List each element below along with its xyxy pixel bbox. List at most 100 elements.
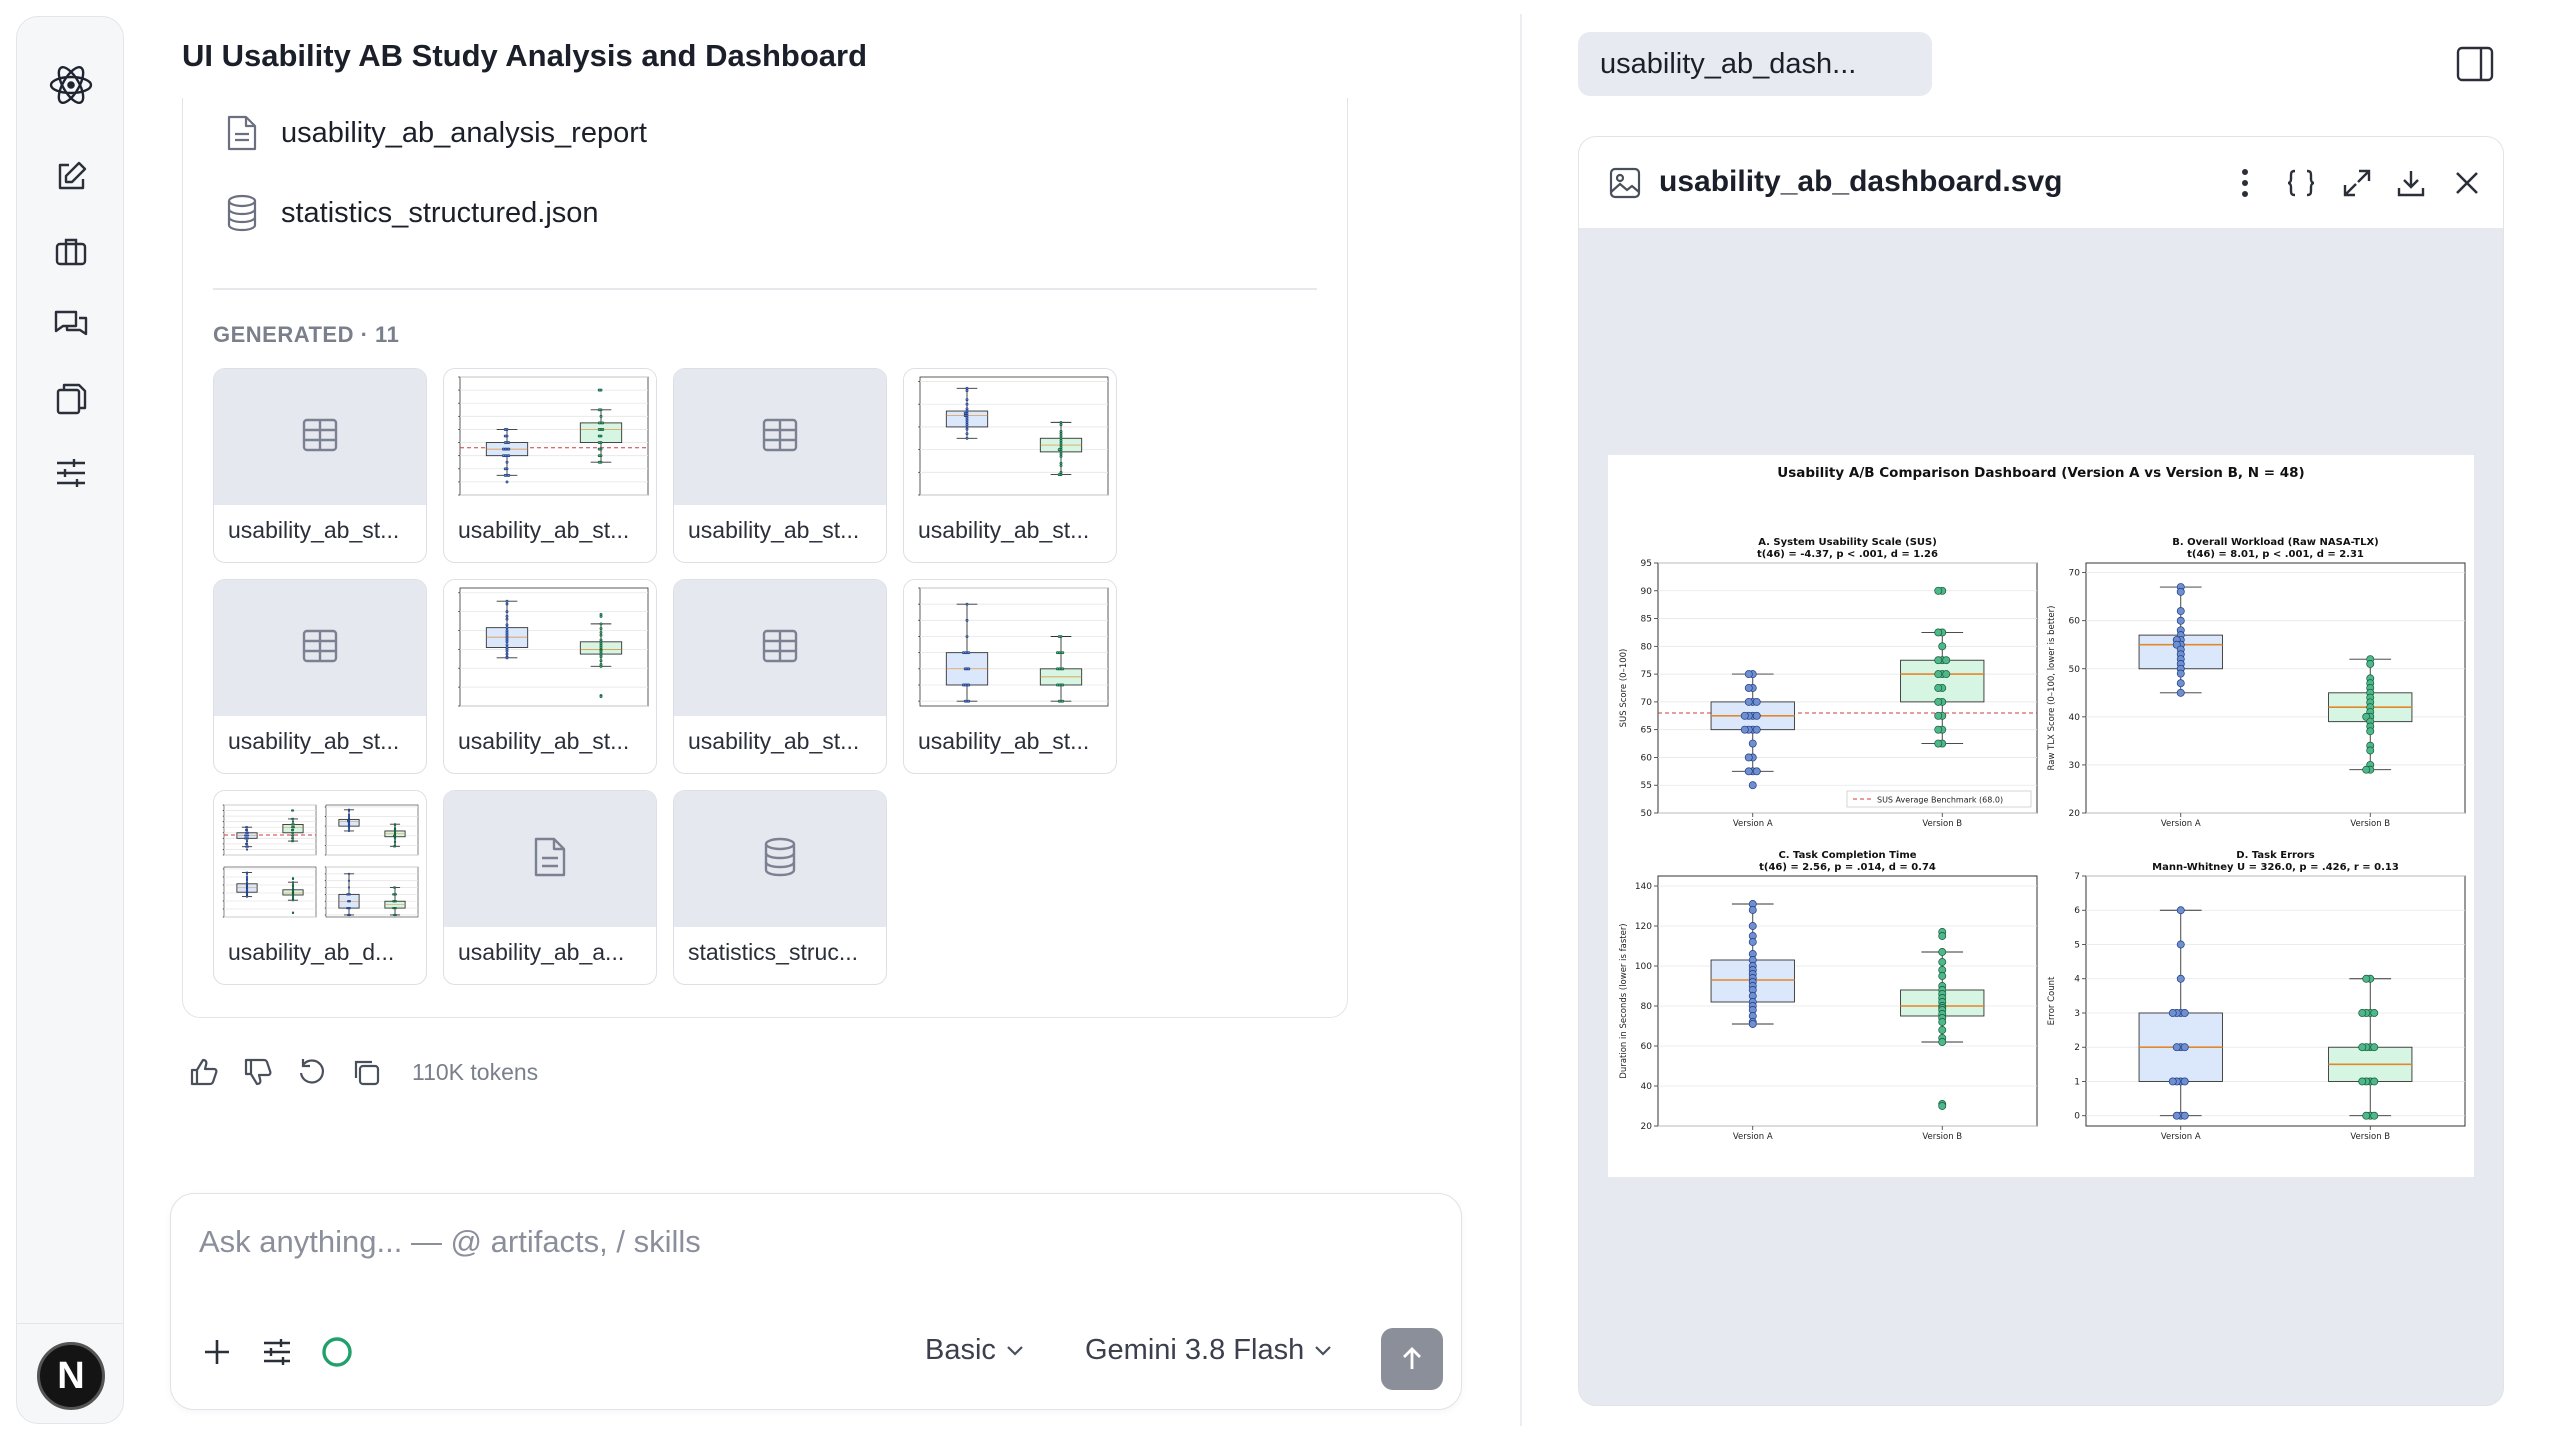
more-vertical-icon[interactable] [2225,163,2265,203]
document-icon [532,836,568,883]
retry-icon[interactable] [296,1056,328,1088]
generated-tile[interactable]: usability_ab_st... [903,368,1117,563]
x-tick-label: Version A [2161,1132,2201,1142]
dashboard-image: Usability A/B Comparison Dashboard (Vers… [1608,455,2474,1177]
legend-label: SUS Average Benchmark (68.0) [1877,796,2003,805]
thumbs-up-icon[interactable] [188,1056,220,1088]
data-point [965,423,969,427]
data-point [393,841,397,844]
chats-icon[interactable] [47,301,95,349]
data-point [290,837,294,840]
data-point [346,906,349,910]
subplot-title: D. Task Errors [2236,850,2314,861]
file-row-report[interactable]: usability_ab_analysis_report [225,114,647,152]
download-icon[interactable] [2391,163,2431,203]
data-point [505,617,509,621]
data-point [1752,767,1761,776]
data-point [2176,669,2185,678]
data-point [1748,1020,1757,1028]
artifact-tab[interactable]: usability_ab_dash... [1578,32,1932,96]
expand-icon[interactable] [2337,163,2377,203]
data-point [1934,586,1943,595]
generated-tile[interactable]: usability_ab_st... [673,579,887,774]
data-point [1059,441,1063,445]
generated-tile[interactable]: usability_ab_d... [213,790,427,985]
y-axis-label: SUS Score (0–100) [1619,649,1629,728]
box [282,823,304,834]
plot-thumbnail [458,587,649,707]
data-point [1059,454,1063,458]
data-point [505,643,509,647]
generated-tile[interactable]: usability_ab_st... [213,579,427,774]
data-point [597,454,601,458]
data-point [393,824,397,827]
y-tick-label: 20 [1641,1122,1653,1132]
x-tick-label: Version A [1733,819,1773,829]
close-icon[interactable] [2447,163,2487,203]
generated-tile[interactable]: usability_ab_st... [673,368,887,563]
avatar[interactable]: N [37,1342,105,1410]
thumbs-down-icon[interactable] [242,1056,274,1088]
message-input[interactable]: Ask anything... — @ artifacts, / skills [199,1224,701,1259]
tile-thumbnail [674,369,886,505]
add-icon[interactable] [195,1330,239,1374]
briefcase-icon[interactable] [47,227,95,275]
generated-tile[interactable]: usability_ab_st... [443,368,657,563]
data-point [2180,1009,2189,1017]
y-tick-label: 5 [2074,940,2080,950]
data-point [505,480,509,484]
data-point [291,881,295,884]
tile-caption: usability_ab_st... [228,728,400,754]
data-point [505,649,509,653]
data-point [394,906,398,910]
data-point [1942,670,1951,679]
data-point [1061,683,1065,687]
generated-tile[interactable]: usability_ab_st... [903,579,1117,774]
data-point [505,623,509,627]
code-braces-icon[interactable] [2281,163,2321,203]
left-rail: N [16,16,124,1424]
data-point [2176,616,2185,625]
data-point [963,667,967,671]
plot-area [2085,562,2466,814]
data-point [1934,725,1943,734]
y-tick-label: 4 [2074,975,2080,985]
file-label: usability_ab_analysis_report [281,116,647,149]
database-icon [227,194,257,232]
data-point [1744,697,1753,706]
atom-logo-icon[interactable] [47,61,95,109]
generated-tile[interactable]: usability_ab_st... [213,368,427,563]
rail-divider [17,1323,123,1324]
file-row-statistics[interactable]: statistics_structured.json [225,194,599,232]
generated-tile[interactable]: statistics_struc... [673,790,887,985]
new-chat-icon[interactable] [47,153,95,201]
table-icon [300,415,340,460]
copy-icon[interactable] [350,1056,382,1088]
data-point [347,886,351,889]
generated-tile[interactable]: usability_ab_st... [443,579,657,774]
sidebar-toggle-icon[interactable] [2454,44,2496,84]
generated-tile[interactable]: usability_ab_a... [443,790,657,985]
y-tick-label: 90 [1641,587,1653,597]
send-button[interactable] [1381,1328,1443,1390]
data-point [599,655,603,659]
model-select[interactable]: Gemini 3.8 Flash [1085,1334,1332,1367]
tools-sliders-icon[interactable] [255,1330,299,1374]
data-point [965,618,969,622]
table-icon [760,415,800,460]
data-point [597,460,601,464]
data-point [2168,1077,2177,1086]
plot-area [325,804,419,856]
mode-select[interactable]: Basic [925,1334,1024,1367]
settings-sliders-icon[interactable] [47,449,95,497]
plot-thumbnail [918,376,1109,496]
data-point [599,664,603,668]
x-tick-label: Version B [1922,1132,1962,1142]
data-point [967,667,971,671]
data-point [2172,1111,2181,1120]
status-circle-icon[interactable] [315,1330,359,1374]
data-point [290,828,294,832]
documents-icon[interactable] [47,375,95,423]
data-point [1061,699,1065,703]
y-tick-label: 120 [1635,922,1652,932]
